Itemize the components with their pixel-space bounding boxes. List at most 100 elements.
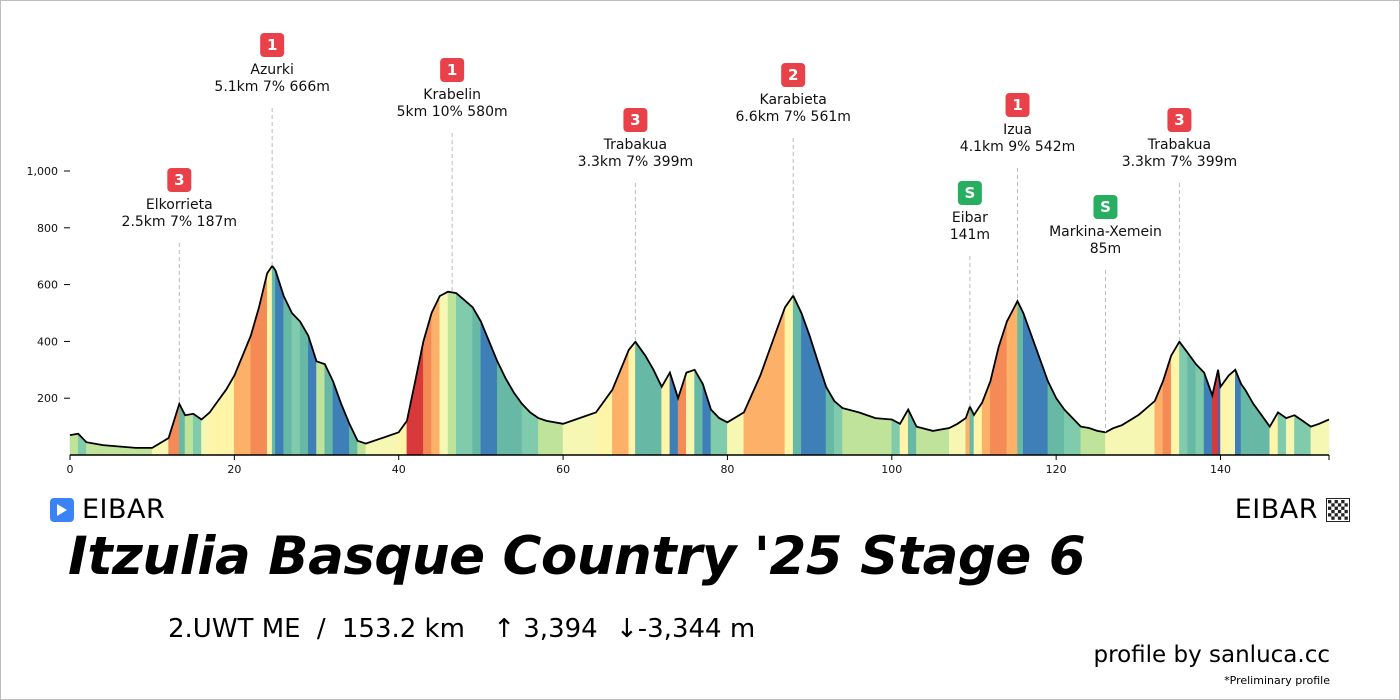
category-badge	[1005, 93, 1030, 117]
category-badge	[781, 63, 806, 87]
x-tick-label: 60	[556, 463, 570, 476]
category-badge	[1093, 195, 1118, 219]
x-tick-label: 140	[1210, 463, 1231, 476]
race-class: 2.UWT ME	[168, 614, 301, 644]
climb-name: Markina-Xemein	[1049, 224, 1162, 240]
category-badge	[1167, 108, 1192, 132]
category-badge-text: 3	[1174, 111, 1184, 129]
category-badge-text: 1	[1012, 96, 1022, 114]
climb-name: Azurki	[250, 62, 294, 78]
gradient-segment	[1277, 411, 1287, 456]
gradient-segment	[1080, 426, 1090, 456]
gradient-segment	[283, 295, 293, 456]
category-badge	[260, 33, 285, 57]
stage-stats: 2.UWT ME / 153.2 km ↑ 3,394 ↓-3,344 m	[168, 614, 755, 644]
gradient-segments	[69, 264, 1330, 456]
climb-details: 5.1km 7% 666m	[214, 79, 329, 95]
x-tick-label: 120	[1046, 463, 1067, 476]
gradient-segment	[439, 291, 449, 456]
gradient-segment	[1318, 419, 1330, 456]
gradient-segment	[184, 413, 194, 456]
gradient-segment	[1017, 300, 1024, 456]
y-tick-label: 600	[37, 279, 58, 292]
gradient-segment	[431, 295, 441, 456]
gradient-segment	[1096, 430, 1106, 456]
category-badge-text: 2	[788, 66, 798, 84]
gradient-segment	[271, 264, 276, 456]
climb-name: Krabelin	[423, 87, 481, 103]
gradient-segment	[464, 299, 473, 456]
gradient-segment	[1244, 388, 1254, 456]
gradient-segment	[776, 307, 786, 456]
gradient-segment	[932, 427, 950, 456]
climb-name: Izua	[1003, 122, 1032, 138]
gradient-segment	[1228, 369, 1236, 456]
gradient-segment	[308, 335, 317, 456]
gradient-segment	[1047, 381, 1057, 456]
x-tick-label: 0	[67, 463, 74, 476]
y-tick-label: 400	[37, 335, 58, 348]
gradient-segment	[316, 360, 326, 456]
gradient-segment	[842, 407, 860, 456]
stats-separator: /	[316, 614, 326, 644]
gradient-segment	[891, 419, 901, 456]
gradient-segment	[686, 369, 695, 456]
start-name: EIBAR	[82, 494, 166, 525]
x-tick-label: 100	[881, 463, 902, 476]
stage-title: Itzulia Basque Country '25 Stage 6	[68, 526, 1086, 587]
y-tick-label: 1,000	[27, 165, 59, 178]
gradient-segment	[875, 417, 893, 456]
checkered-flag-icon	[1326, 497, 1350, 522]
gradient-segment	[299, 320, 309, 456]
total-descent: ↓-3,344 m	[615, 614, 756, 644]
gradient-segment	[480, 321, 490, 456]
gradient-segment	[69, 433, 79, 456]
climb-details: 141m	[950, 227, 990, 243]
gradient-segment	[1179, 340, 1188, 456]
category-badge-text: 3	[630, 111, 640, 129]
gradient-segment	[579, 411, 597, 456]
climb-details: 5km 10% 580m	[397, 104, 508, 120]
climb-details: 3.3km 7% 399m	[1122, 154, 1237, 170]
gradient-segment	[1088, 427, 1098, 456]
gradient-segment	[472, 306, 482, 456]
total-ascent: ↑ 3,394	[493, 614, 598, 644]
gradient-segment	[1220, 374, 1230, 456]
gradient-segment	[455, 292, 465, 456]
gradient-segment	[628, 340, 636, 456]
gradient-segment	[833, 400, 843, 456]
credit-text: profile by sanluca.cc	[1093, 642, 1330, 668]
x-tick-label: 40	[392, 463, 406, 476]
stage-distance: 153.2 km	[341, 614, 465, 644]
gradient-segment	[644, 354, 654, 456]
category-badge	[623, 108, 648, 132]
category-badge-text: 3	[174, 171, 184, 189]
gradient-segment	[809, 335, 819, 456]
climb-details: 3.3km 7% 399m	[578, 154, 693, 170]
gradient-segment	[1240, 383, 1246, 456]
gradient-segment	[784, 294, 794, 456]
gradient-segment	[1253, 402, 1262, 456]
gradient-segment	[538, 417, 547, 456]
climb-name: Karabieta	[760, 92, 827, 108]
gradient-segment	[1006, 300, 1018, 456]
x-tick-label: 20	[227, 463, 241, 476]
gradient-segment	[1195, 363, 1205, 456]
climb-details: 85m	[1090, 241, 1121, 257]
gradient-segment	[291, 312, 301, 456]
finish-location: EIBAR	[1235, 494, 1350, 525]
category-badge-text: 1	[447, 61, 457, 79]
gradient-segment	[1039, 358, 1049, 456]
gradient-segment	[595, 388, 613, 456]
gradient-segment	[858, 411, 876, 456]
gradient-segment	[529, 411, 539, 456]
gradient-segment	[1113, 424, 1123, 456]
category-badge-text: S	[1100, 198, 1111, 216]
